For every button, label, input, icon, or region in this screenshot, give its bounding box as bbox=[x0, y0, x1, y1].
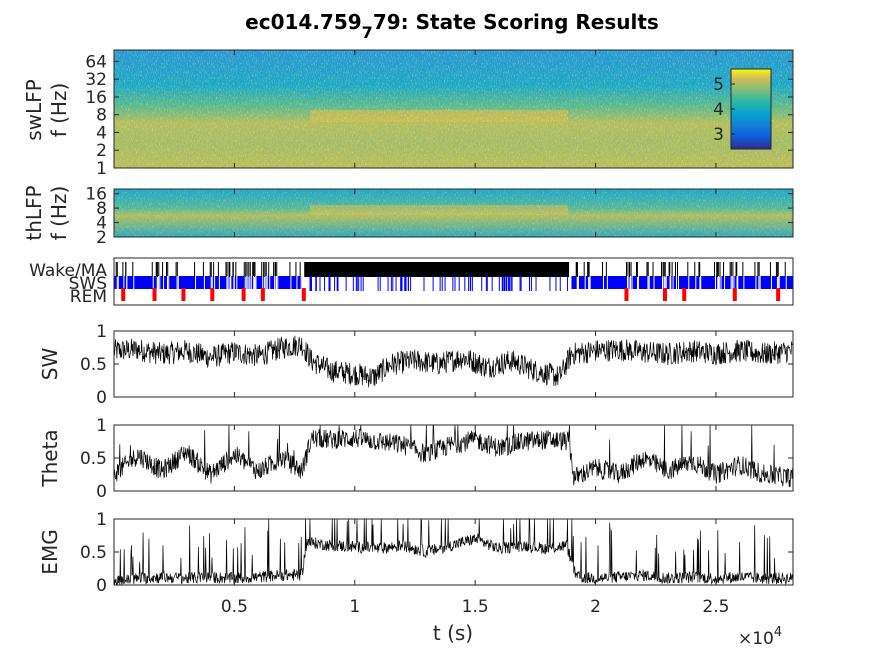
y-tick-label: 32 bbox=[85, 70, 107, 90]
y-tick-label: 16 bbox=[85, 185, 107, 205]
colorbar-tick-label: 5 bbox=[713, 75, 724, 95]
state-label-rem: REM bbox=[70, 287, 107, 307]
sw-panel: 00.51 SW bbox=[38, 322, 794, 408]
sw-ylabel: SW bbox=[38, 348, 62, 381]
wake-block bbox=[304, 262, 570, 277]
rem-mark bbox=[181, 288, 186, 301]
rem-mark bbox=[241, 288, 246, 301]
trace-line bbox=[113, 424, 794, 488]
rem-mark bbox=[682, 288, 687, 301]
swlfp-x-tick-marks bbox=[233, 50, 717, 168]
emg-x-ticks: 0.5 1 1.5 2 2.5 bbox=[221, 519, 729, 617]
emg-panel: 00.51 0.5 1 1.5 2 2.5 EMG bbox=[38, 510, 794, 617]
sws-block bbox=[114, 276, 302, 289]
y-tick-label: 1 bbox=[96, 416, 107, 436]
state-label-sws: SWS bbox=[69, 274, 107, 294]
sw-y-ticks: 00.51 bbox=[80, 322, 793, 408]
rem-mark bbox=[152, 288, 157, 301]
swlfp-axes-box bbox=[113, 49, 794, 169]
rem-mark bbox=[776, 288, 781, 301]
thlfp-texture-cool bbox=[114, 189, 793, 237]
y-tick-label: 16 bbox=[85, 88, 107, 108]
colorbar bbox=[730, 68, 772, 150]
theta-trace bbox=[113, 424, 794, 488]
x-tick-label: 0.5 bbox=[221, 597, 248, 617]
y-tick-label: 64 bbox=[85, 52, 107, 72]
x-tick-label: 1.5 bbox=[462, 597, 489, 617]
thlfp-ylabel-line1: thLFP bbox=[22, 185, 46, 240]
swlfp-ylabel-line2: f (Hz) bbox=[47, 83, 71, 138]
y-tick-label: 0 bbox=[96, 576, 107, 596]
state-label-wake: Wake/MA bbox=[29, 261, 107, 281]
colorbar-ticks: 3 4 5 bbox=[713, 75, 735, 145]
y-tick-label: 1 bbox=[96, 159, 107, 179]
sw-trace bbox=[113, 335, 794, 388]
sw-x-tick-marks bbox=[233, 331, 717, 397]
emg-ylabel: EMG bbox=[38, 529, 62, 574]
rem-mark bbox=[260, 288, 265, 301]
emg-trace bbox=[113, 517, 794, 586]
theta-panel: 00.51 Theta bbox=[38, 416, 794, 502]
y-tick-label: 2 bbox=[96, 141, 107, 161]
trace-line bbox=[113, 335, 794, 388]
rem-mark bbox=[301, 288, 306, 301]
swlfp-texture-cool bbox=[114, 50, 793, 168]
y-tick-label: 4 bbox=[96, 214, 107, 234]
y-tick-label: 0 bbox=[96, 482, 107, 502]
colorbar-tick-label: 3 bbox=[713, 125, 724, 145]
y-tick-label: 1 bbox=[96, 510, 107, 530]
y-tick-label: 0.5 bbox=[80, 355, 107, 375]
thlfp-x-tick-marks bbox=[233, 189, 717, 237]
state-raster-marks bbox=[114, 262, 795, 301]
emg-y-ticks: 00.51 bbox=[80, 510, 793, 596]
thlfp-ylabel-line2: f (Hz) bbox=[47, 186, 71, 241]
x-tick-label: 2.5 bbox=[702, 597, 729, 617]
y-tick-label: 4 bbox=[96, 123, 107, 143]
y-tick-label: 2 bbox=[96, 228, 107, 248]
trace-line bbox=[113, 517, 794, 586]
y-tick-label: 8 bbox=[96, 199, 107, 219]
thlfp-axes-box bbox=[113, 188, 794, 238]
y-tick-label: 0 bbox=[96, 388, 107, 408]
x-tick-label: 1 bbox=[349, 597, 360, 617]
x-axis-label: t (s) bbox=[433, 621, 473, 645]
figure-title: ec014.759779: State Scoring Results bbox=[245, 10, 659, 42]
theta-ylabel: Theta bbox=[38, 429, 62, 487]
x-axis-exponent: ×104 bbox=[738, 625, 782, 649]
theta-x-tick-marks bbox=[233, 425, 717, 491]
rem-mark bbox=[210, 288, 215, 301]
states-panel: Wake/MA SWS REM bbox=[29, 257, 795, 307]
rem-mark bbox=[662, 288, 667, 301]
rem-mark bbox=[624, 288, 629, 301]
y-tick-label: 0.5 bbox=[80, 449, 107, 469]
x-tick-label: 2 bbox=[590, 597, 601, 617]
states-axes-box bbox=[113, 257, 794, 306]
theta-y-ticks: 00.51 bbox=[80, 416, 793, 502]
rem-mark bbox=[121, 288, 126, 301]
y-tick-label: 1 bbox=[96, 322, 107, 342]
y-tick-label: 0.5 bbox=[80, 543, 107, 563]
rem-mark bbox=[732, 288, 737, 301]
y-tick-label: 8 bbox=[96, 106, 107, 126]
swlfp-ylabel-line1: swLFP bbox=[22, 79, 46, 140]
colorbar-tick-label: 4 bbox=[713, 100, 724, 120]
